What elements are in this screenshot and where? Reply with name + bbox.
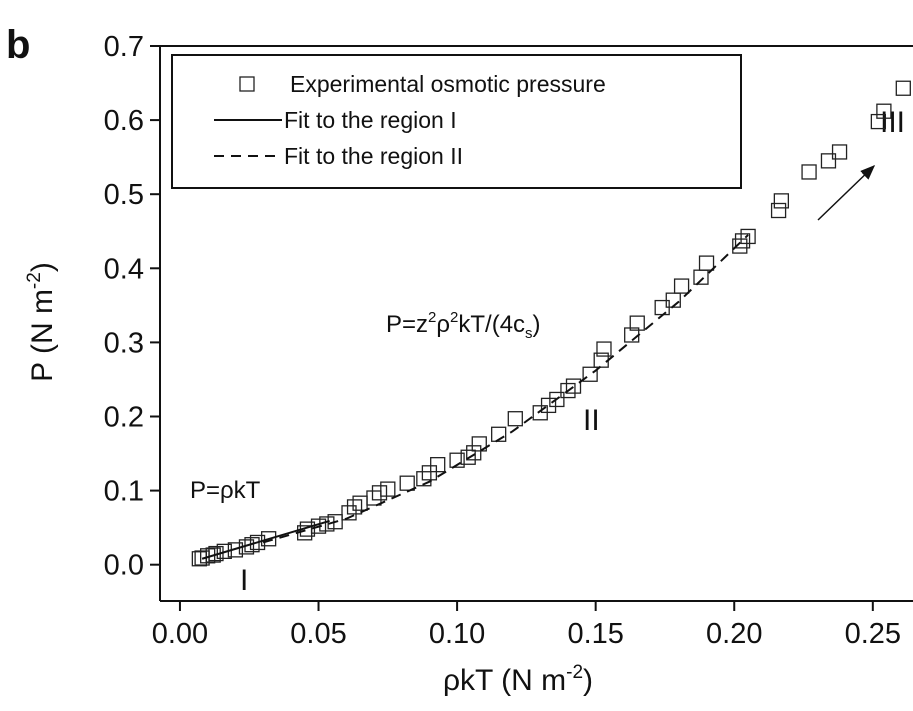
data-point <box>507 411 523 427</box>
data-point <box>582 366 598 382</box>
y-axis-label: P (N m-2) <box>24 262 59 382</box>
data-point <box>449 452 465 468</box>
x-tick-label: 0.10 <box>429 618 485 650</box>
x-tick-label: 0.00 <box>152 618 208 650</box>
x-axis-label: ρkT (N m-2) <box>443 662 593 697</box>
data-point <box>560 382 576 399</box>
data-point <box>421 465 438 481</box>
data-point <box>352 495 368 511</box>
legend-label: Fit to the region II <box>284 143 463 169</box>
y-tick-label: 0.0 <box>104 550 144 582</box>
annotation: III <box>880 106 905 139</box>
data-point <box>801 164 817 180</box>
data-point <box>698 255 715 271</box>
data-point <box>732 238 748 254</box>
y-tick-label: 0.1 <box>104 476 144 508</box>
data-point <box>346 499 363 515</box>
y-tick-label: 0.3 <box>104 327 144 359</box>
legend-label: Fit to the region I <box>284 107 457 133</box>
plot-frame <box>159 45 913 602</box>
annotation: II <box>583 404 600 437</box>
annotation: I <box>240 564 248 597</box>
data-point <box>820 153 837 169</box>
data-point <box>416 471 432 487</box>
data-point <box>565 378 582 394</box>
annotation: P=ρkT <box>190 477 261 504</box>
data-point <box>460 449 476 465</box>
data-point <box>399 475 415 491</box>
data-point <box>216 543 232 560</box>
fit-line <box>201 520 330 560</box>
arrow <box>817 164 876 221</box>
data-point <box>205 547 221 563</box>
legend-box <box>171 54 742 189</box>
data-point <box>341 505 357 521</box>
data-point <box>831 144 848 160</box>
data-point <box>629 315 645 331</box>
data-point <box>596 341 612 357</box>
panel-label: b <box>6 23 30 67</box>
legend-label: Experimental osmotic pressure <box>290 71 606 97</box>
data-point <box>549 391 565 408</box>
data-point <box>876 103 892 119</box>
x-tick-label: 0.25 <box>845 618 901 650</box>
data-point <box>366 490 382 506</box>
legend-marker <box>239 76 255 92</box>
data-point <box>371 485 388 501</box>
data-point <box>895 80 911 96</box>
data-point <box>770 202 787 219</box>
data-point <box>740 228 756 245</box>
data-point <box>693 269 709 285</box>
data-point <box>734 233 751 249</box>
data-point <box>380 481 396 497</box>
x-tick-label: 0.15 <box>567 618 623 650</box>
data-point <box>593 352 609 368</box>
y-tick-label: 0.5 <box>104 179 144 211</box>
data-point <box>773 193 790 209</box>
y-tick-label: 0.7 <box>104 31 144 63</box>
annotation: P=z2ρ2kT/(4cs) <box>386 309 541 342</box>
data-point <box>673 278 690 294</box>
data-point <box>227 542 244 558</box>
x-tick-label: 0.20 <box>706 618 762 650</box>
fit-line <box>262 234 749 544</box>
data-point <box>870 113 887 130</box>
data-point <box>491 426 507 442</box>
data-point <box>244 537 260 553</box>
data-point <box>540 397 557 414</box>
data-point <box>471 436 487 452</box>
y-tick-label: 0.4 <box>104 253 144 285</box>
data-point <box>260 531 277 547</box>
data-point <box>430 457 446 473</box>
x-tick-label: 0.05 <box>290 618 346 650</box>
data-point <box>466 445 482 461</box>
y-tick-label: 0.2 <box>104 401 144 433</box>
y-tick-label: 0.6 <box>104 105 144 137</box>
